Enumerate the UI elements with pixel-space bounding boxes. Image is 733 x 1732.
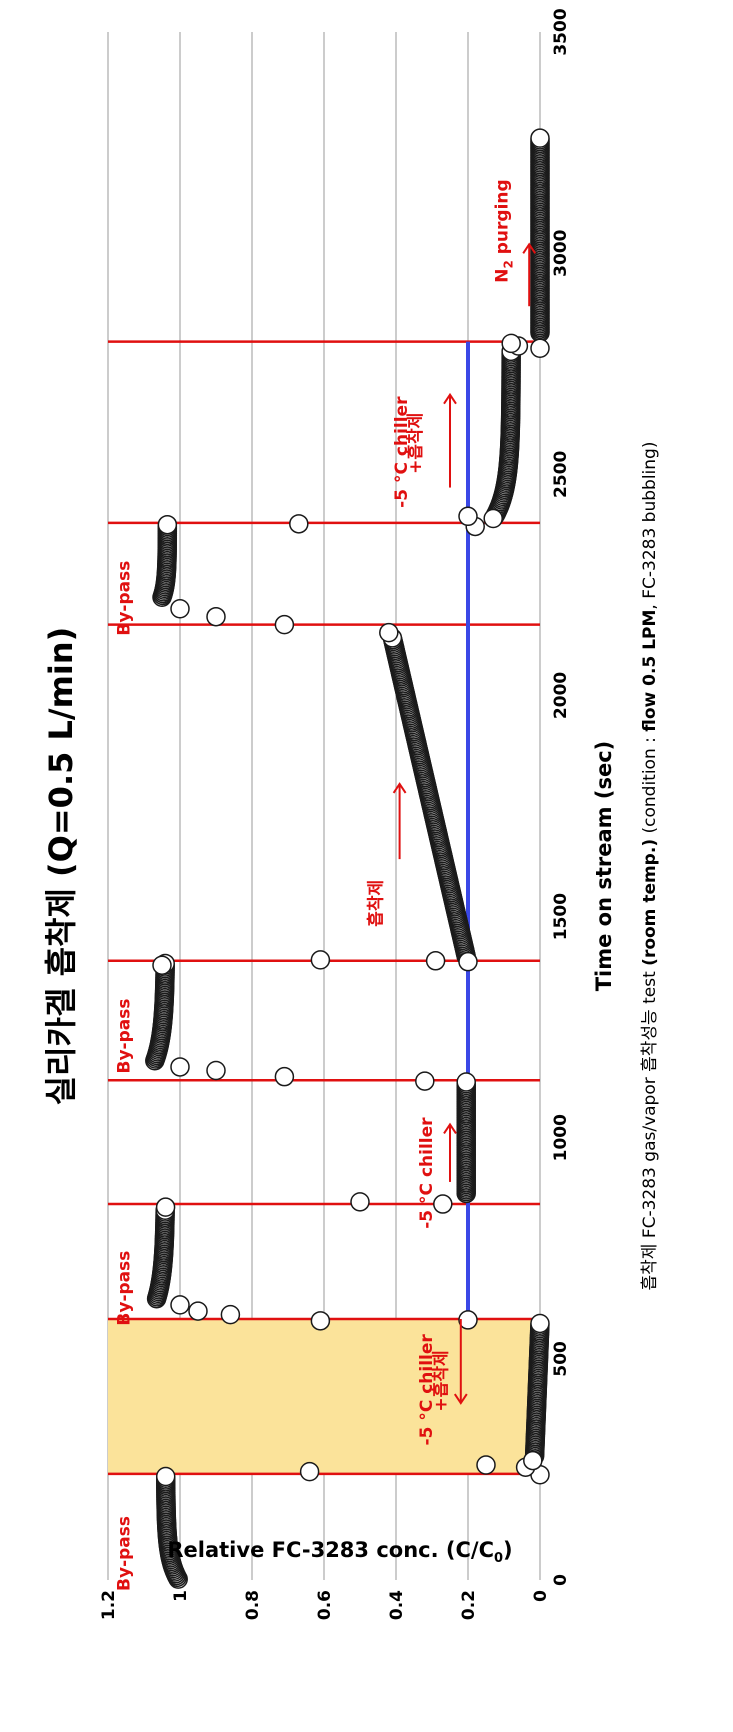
x-tick-label: 3000 xyxy=(551,229,571,276)
data-point xyxy=(524,1452,542,1470)
data-point xyxy=(531,339,549,357)
data-point xyxy=(207,1061,225,1079)
x-tick-label: 1500 xyxy=(551,893,571,940)
y-tick-label: 1 xyxy=(171,1590,191,1602)
data-point xyxy=(380,624,398,642)
condition-text: 흡착제 FC-3283 gas/vapor 흡착성능 test (room te… xyxy=(640,442,660,1291)
data-point xyxy=(427,952,445,970)
data-point xyxy=(171,1296,189,1314)
x-tick-label: 2500 xyxy=(551,450,571,497)
y-tick-label: 0.8 xyxy=(243,1590,263,1620)
y-tick-label: 0 xyxy=(531,1590,551,1602)
data-point xyxy=(207,608,225,626)
data-point xyxy=(158,516,176,534)
data-point xyxy=(189,1302,207,1320)
x-tick-label: 0 xyxy=(551,1574,571,1586)
annotation-chiller-4b: +흡착제 xyxy=(405,413,426,474)
annotation-chiller-2: -5 °C chiller xyxy=(417,1117,437,1229)
data-point xyxy=(221,1306,239,1324)
annotation-adsorbent-3: 흡착제 xyxy=(366,880,387,927)
highlight-rect xyxy=(108,1319,540,1474)
plot-group: By-pass-5 °C chiller+흡착제By-pass-5 °C chi… xyxy=(42,8,660,1620)
y-tick-label: 1.2 xyxy=(99,1590,119,1620)
highlight-region xyxy=(108,1319,540,1474)
data-point xyxy=(484,510,502,528)
data-point xyxy=(290,515,308,533)
chart-title: 실리카겔 흡착제 (Q=0.5 L/min) xyxy=(42,627,80,1106)
x-axis-label: Time on stream (sec) xyxy=(592,741,616,992)
data-point xyxy=(171,600,189,618)
annotation-subscript: 2 xyxy=(502,260,516,268)
data-point xyxy=(502,334,520,352)
x-tick-label: 2000 xyxy=(551,672,571,719)
x-tick-label: 1000 xyxy=(551,1114,571,1161)
data-point xyxy=(311,951,329,969)
y-tick-label: 0.4 xyxy=(387,1590,407,1620)
annotation-bypass-1: By-pass xyxy=(115,1516,135,1591)
data-point xyxy=(531,1314,549,1332)
data-point xyxy=(416,1072,434,1090)
data-point xyxy=(157,1468,175,1486)
data-point xyxy=(275,616,293,634)
annotation-bypass-3: By-pass xyxy=(115,998,135,1073)
data-point xyxy=(459,507,477,525)
data-point xyxy=(311,1312,329,1330)
data-point xyxy=(477,1456,495,1474)
x-tick-label: 500 xyxy=(551,1341,571,1377)
data-point xyxy=(153,956,171,974)
annotation-tail: purging xyxy=(493,179,513,260)
annotation-chiller-1b: +흡착제 xyxy=(430,1350,451,1411)
y-tick-label: 0.6 xyxy=(315,1590,335,1620)
y-axis-label: Relative FC-3283 conc. (C/C0) xyxy=(167,1538,512,1566)
annotation-bypass-2: By-pass xyxy=(115,1251,135,1326)
x-tick-label: 3500 xyxy=(551,8,571,55)
annotation-bypass-4: By-pass xyxy=(115,561,135,636)
y-tick-label: 0.2 xyxy=(459,1590,479,1620)
data-point xyxy=(531,129,549,147)
data-point xyxy=(459,953,477,971)
data-point xyxy=(171,1058,189,1076)
svg-text:Relative FC-3283 conc. (C/C0): Relative FC-3283 conc. (C/C0) xyxy=(167,1538,512,1566)
data-point xyxy=(157,1198,175,1216)
data-point xyxy=(275,1068,293,1086)
data-point xyxy=(457,1073,475,1091)
data-point xyxy=(351,1193,369,1211)
data-point xyxy=(301,1463,319,1481)
